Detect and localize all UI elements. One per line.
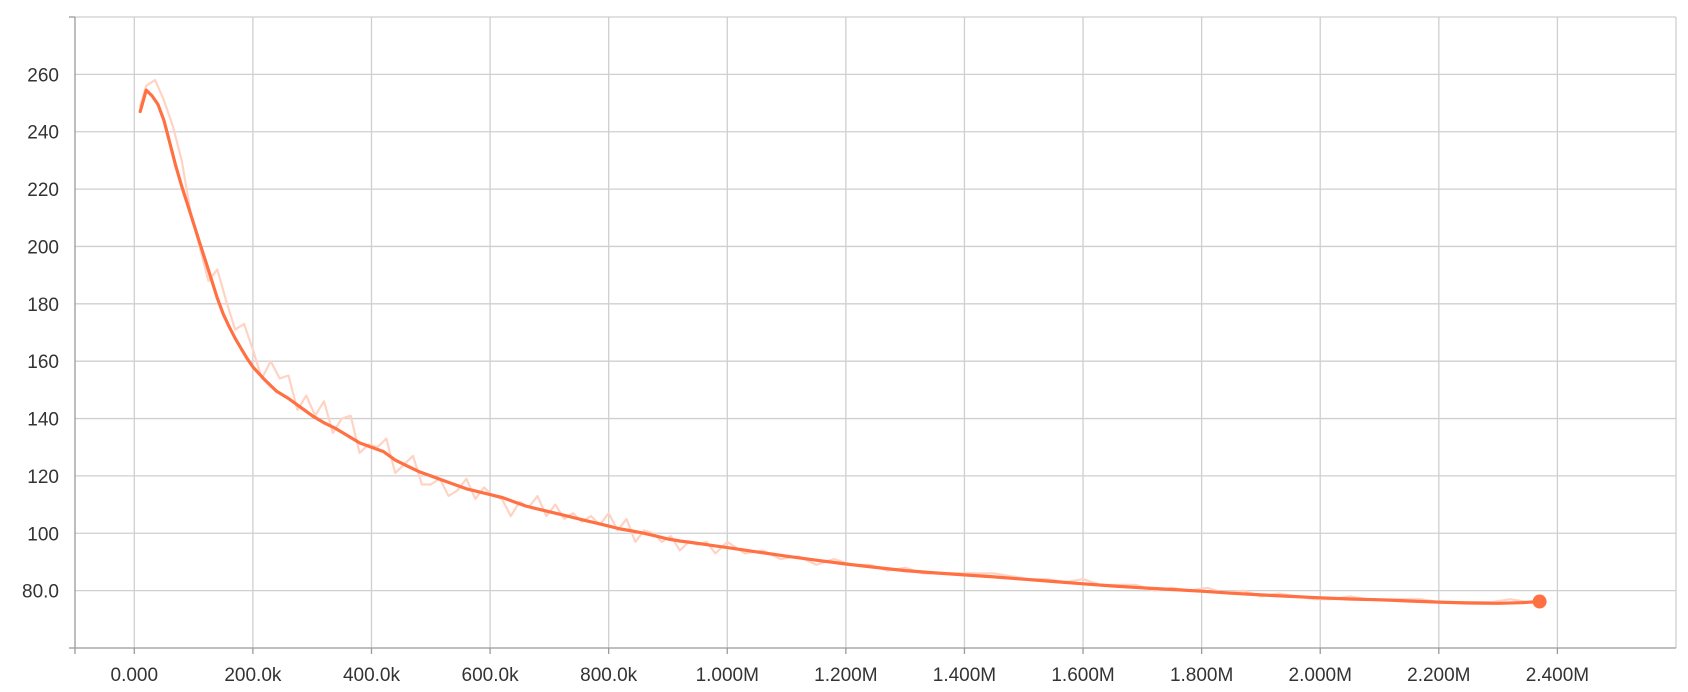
y-tick-label: 160: [27, 352, 59, 373]
x-tick-label: 1.400M: [933, 665, 996, 686]
series-end-marker: [1532, 594, 1547, 609]
x-tick-label: 2.400M: [1526, 665, 1589, 686]
x-tick-label: 600.0k: [462, 665, 520, 686]
series-layer: [138, 78, 1547, 609]
x-tick-label: 1.000M: [696, 665, 759, 686]
vertical-gridlines: [133, 17, 1677, 648]
y-tick-label: 100: [27, 524, 59, 545]
y-tick-label: 80.0: [22, 582, 59, 603]
x-tick-label: 2.200M: [1407, 665, 1470, 686]
x-tick-label: 200.0k: [224, 665, 282, 686]
y-tick-label: 140: [27, 410, 59, 431]
horizontal-gridlines: [75, 16, 1676, 592]
axes: [69, 16, 1676, 654]
x-tick-label: 0.000: [111, 665, 159, 686]
x-tick-label: 2.000M: [1289, 665, 1352, 686]
x-tick-label: 800.0k: [580, 665, 638, 686]
y-tick-label: 200: [27, 237, 59, 258]
smoothed-series-line: [138, 88, 1542, 605]
y-tick-label: 260: [27, 65, 59, 86]
x-tick-label: 1.800M: [1170, 665, 1233, 686]
x-tick-label: 1.200M: [814, 665, 877, 686]
y-tick-label: 180: [27, 295, 59, 316]
y-tick-label: 120: [27, 467, 59, 488]
y-tick-label: 220: [27, 180, 59, 201]
x-tick-label: 400.0k: [343, 665, 401, 686]
x-axis-tick-labels: 0.000 200.0k 400.0k 600.0k 800.0k 1.000M 1.200…: [111, 665, 1590, 686]
y-tick-label: 240: [27, 123, 59, 144]
x-tick-label: 1.600M: [1051, 665, 1114, 686]
raw-series-line: [139, 78, 1541, 604]
y-axis-tick-labels: 80.0 100 120 140 160 180 200 220 240 260: [22, 65, 59, 602]
